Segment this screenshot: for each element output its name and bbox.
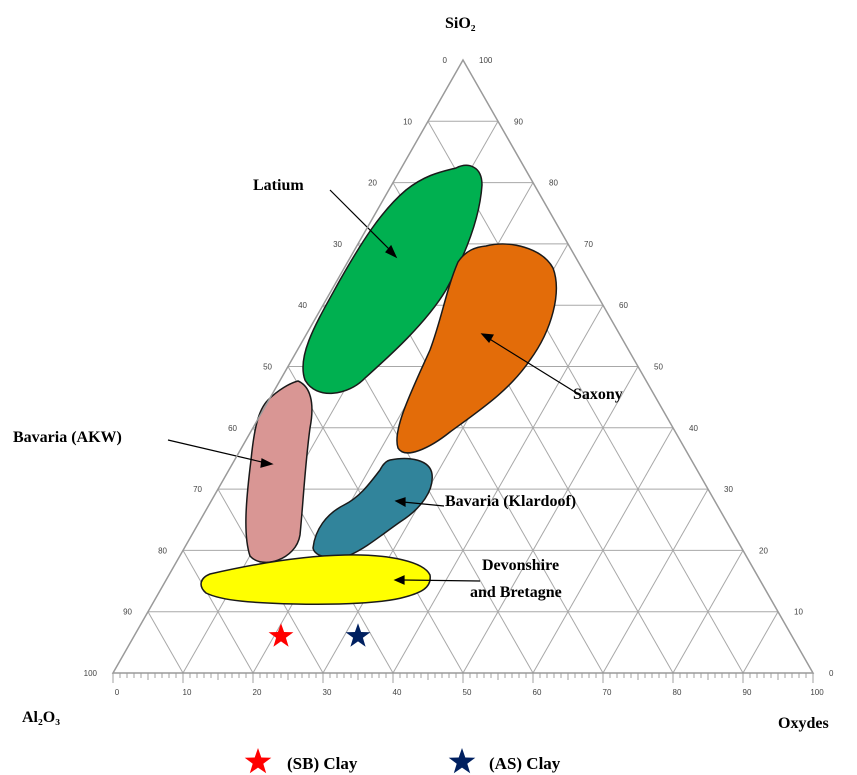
leader-arrows (167, 189, 576, 585)
legend-star-sb (244, 748, 272, 774)
sample-markers (268, 623, 371, 647)
tick-labels: 0 0 0 10 10 10 20 20 20 30 30 30 40 40 40 50 50 50 60 60 60 7… (84, 56, 834, 697)
grid-line-oxydes-80 (672, 550, 744, 674)
bottom-axis-ticks (112, 673, 814, 683)
label-devonshire-line1: Devonshire (482, 557, 559, 574)
arrow-bavaria-klardoof (402, 501, 445, 507)
region-bavaria-akw (245, 380, 313, 564)
arrowhead-bavaria-klardoof (394, 497, 406, 508)
legend: (SB) Clay (AS) Clay (244, 748, 561, 774)
grid-line-oxydes-70 (602, 488, 709, 674)
tick-label-oxydes: 90 (743, 688, 752, 697)
sample-star-0 (268, 623, 294, 647)
triangle-outline (111, 58, 815, 674)
arrowhead-bavaria-akw (260, 458, 274, 468)
legend-label-sb: (SB) Clay (287, 754, 358, 773)
tick-label-sio2: 80 (549, 179, 558, 188)
tick-label-al2o3: 30 (333, 240, 342, 249)
tick-label-al2o3: 60 (228, 424, 237, 433)
tick-label-sio2: 50 (654, 363, 663, 372)
tick-label-oxydes: 70 (603, 688, 612, 697)
tick-label-sio2: 0 (829, 669, 834, 678)
tick-label-sio2: 20 (759, 546, 768, 555)
tick-label-al2o3: 100 (84, 669, 98, 678)
tick-label-al2o3: 0 (443, 56, 448, 65)
tick-label-oxydes: 100 (810, 688, 824, 697)
label-saxony: Saxony (573, 386, 623, 403)
arrowhead-devonshire (393, 575, 405, 585)
tick-label-al2o3: 20 (368, 179, 377, 188)
region-latium (302, 164, 483, 395)
tick-label-oxydes: 20 (253, 688, 262, 697)
label-bavaria-klardoof: Bavaria (Klardoof) (445, 493, 576, 510)
grid-line-al2o3-90 (147, 611, 184, 674)
tick-label-al2o3: 10 (403, 117, 412, 126)
tick-label-sio2: 100 (479, 56, 493, 65)
tick-label-al2o3: 70 (193, 485, 202, 494)
tick-label-sio2: 70 (584, 240, 593, 249)
tick-label-sio2: 30 (724, 485, 733, 494)
arrowhead-saxony (480, 333, 494, 344)
tick-label-oxydes: 50 (463, 688, 472, 697)
legend-star-as (448, 748, 476, 774)
region-saxony (396, 243, 558, 454)
vertex-label-al2o3: Al₂O₃ (22, 709, 60, 726)
arrow-devonshire (401, 579, 481, 582)
region-bavaria-klardoof (312, 457, 433, 559)
vertex-label-oxydes: Oxydes (778, 715, 829, 732)
tick-label-oxydes: 60 (533, 688, 542, 697)
region-devonshire-bretagne (200, 554, 431, 605)
tick-label-oxydes: 40 (393, 688, 402, 697)
arrow-bavaria-akw (167, 439, 267, 464)
tick-label-al2o3: 80 (158, 546, 167, 555)
tick-label-oxydes: 0 (115, 688, 120, 697)
label-bavaria-akw: Bavaria (AKW) (13, 429, 122, 446)
tick-label-sio2: 60 (619, 301, 628, 310)
tick-label-al2o3: 90 (123, 608, 132, 617)
label-devonshire-line2: and Bretagne (470, 584, 562, 601)
tick-label-oxydes: 80 (673, 688, 682, 697)
grid-line-oxydes-60 (532, 427, 674, 674)
grid-line-al2o3-80 (182, 550, 254, 674)
grid-line-oxydes-90 (742, 611, 779, 674)
tick-label-oxydes: 10 (183, 688, 192, 697)
arrow-saxony (487, 337, 576, 393)
legend-label-as: (AS) Clay (489, 754, 561, 773)
tick-label-sio2: 40 (689, 424, 698, 433)
tick-label-oxydes: 30 (323, 688, 332, 697)
tick-label-al2o3: 40 (298, 301, 307, 310)
label-latium: Latium (253, 177, 304, 194)
arrowhead-latium (385, 244, 398, 259)
tick-label-al2o3: 50 (263, 363, 272, 372)
tick-label-sio2: 90 (514, 117, 523, 126)
vertex-label-sio2: SiO₂ (445, 15, 476, 32)
sample-star-1 (345, 623, 371, 647)
grid-line-al2o3-10 (427, 121, 744, 674)
grid-line-oxydes-50 (462, 366, 639, 674)
tick-label-sio2: 10 (794, 608, 803, 617)
arrow-latium (329, 189, 393, 253)
